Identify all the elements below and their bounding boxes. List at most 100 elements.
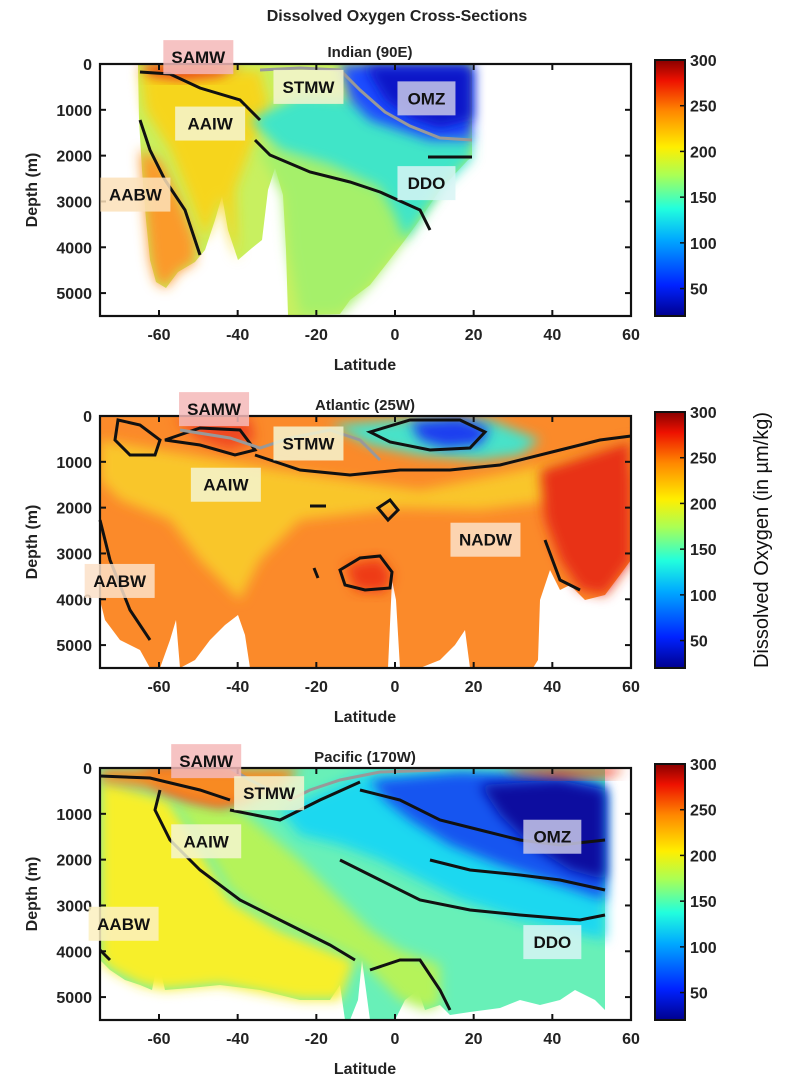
panel-indian: 0 1000 2000 3000 4000 5000 -60 -40 -20 0 20 40 60 I… [24, 40, 640, 374]
water-mass-label: SAMW [179, 752, 234, 771]
colorbar-tick-label: 250 [690, 803, 717, 820]
colorbar-tick-label: 100 [690, 940, 717, 957]
indian-contour-aabw [138, 119, 202, 256]
water-mass-label: SAMW [187, 400, 242, 419]
water-mass-label-box [273, 426, 344, 461]
xtick-label: 0 [391, 327, 400, 344]
colorbar-tick-label: 200 [690, 496, 717, 513]
water-mass-label-box [84, 563, 155, 598]
atlantic-red-east [540, 440, 631, 595]
pacific-yticks: 0 1000 2000 3000 4000 5000 [56, 761, 631, 1007]
colorbar-tick-label: 300 [690, 757, 717, 774]
atlantic-contours [98, 418, 632, 641]
xtick-label: 60 [622, 679, 640, 696]
xtick-label: -20 [305, 327, 328, 344]
figure-title: Dissolved Oxygen Cross-Sections [267, 8, 528, 25]
water-mass-label-box [234, 776, 305, 811]
water-mass-label: AABW [97, 915, 151, 934]
water-mass-label-box [273, 69, 344, 104]
xtick-label: 40 [543, 679, 561, 696]
atlantic-contour-east [543, 539, 581, 592]
water-mass-label: AAIW [203, 476, 249, 495]
ytick-label: 0 [83, 57, 92, 74]
pacific-ylabel: Depth (m) [24, 857, 41, 932]
atlantic-contour-samw [164, 426, 258, 457]
indian-grey-contour [259, 66, 473, 142]
water-mass-label: OMZ [533, 828, 571, 847]
xtick-label: 40 [543, 1031, 561, 1048]
atlantic-contour-dot3 [312, 567, 320, 579]
ytick-label: 5000 [56, 990, 92, 1007]
colorbar-tick-label: 150 [690, 894, 717, 911]
water-mass-label-box [397, 166, 456, 201]
water-mass-label: AABW [93, 572, 147, 591]
pacific-xlabel: Latitude [334, 1061, 396, 1078]
colorbar-tick-label: 50 [690, 282, 708, 299]
ytick-label: 3000 [56, 194, 92, 211]
pacific-yellow-south [100, 780, 355, 1000]
colorbar-tick-label: 50 [690, 986, 708, 1003]
colorbar-tick-label: 300 [690, 53, 717, 70]
colorbar-tick-label: 50 [690, 634, 708, 651]
water-mass-label-box [450, 522, 521, 557]
xtick-label: -40 [226, 679, 249, 696]
xtick-label: 20 [465, 1031, 483, 1048]
atlantic-ylabel: Depth (m) [24, 505, 41, 580]
atlantic-contour-core [338, 554, 394, 592]
colorbar [654, 411, 686, 669]
water-mass-label-box [175, 106, 246, 141]
pacific-contour-deep [369, 958, 452, 1011]
xtick-label: 60 [622, 1031, 640, 1048]
water-mass-label: DDO [408, 174, 446, 193]
xtick-label: -40 [226, 327, 249, 344]
ytick-label: 3000 [56, 898, 92, 915]
atlantic-yticks: 0 1000 2000 3000 4000 5000 [56, 409, 631, 655]
ytick-label: 4000 [56, 240, 92, 257]
ytick-label: 1000 [56, 103, 92, 120]
xtick-label: 0 [391, 679, 400, 696]
water-mass-label: DDO [533, 933, 571, 952]
indian-title: Indian (90E) [327, 44, 412, 61]
atlantic-contour-south [113, 418, 162, 457]
ytick-label: 5000 [56, 286, 92, 303]
colorbars: 300 250 200 150 100 50 300 250 200 150 100 50 300 250… [654, 53, 717, 1021]
water-mass-label: AAIW [184, 832, 230, 851]
pacific-contour-omz2 [429, 858, 606, 892]
xtick-label: 60 [622, 327, 640, 344]
colorbar-tick-label: 200 [690, 144, 717, 161]
water-mass-label: AAIW [187, 115, 233, 134]
pacific-contour-upper [99, 774, 231, 802]
water-mass-label: STMW [282, 78, 335, 97]
water-mass-label-box [397, 81, 456, 116]
xtick-label: -60 [147, 1031, 170, 1048]
atlantic-contour-dot1 [375, 497, 401, 523]
atlantic-xlabel: Latitude [334, 709, 396, 726]
xtick-label: -20 [305, 679, 328, 696]
indian-xlabel: Latitude [334, 357, 396, 374]
atlantic-plot-frame [98, 414, 633, 670]
pacific-contour-aaiw [153, 789, 356, 962]
ytick-label: 1000 [56, 455, 92, 472]
indian-yticks: 0 1000 2000 3000 4000 5000 [56, 57, 631, 303]
water-mass-label-box [523, 819, 582, 854]
xtick-label: 0 [391, 1031, 400, 1048]
colorbar-tick-label: 250 [690, 99, 717, 116]
atlantic-contour-blue [365, 418, 488, 452]
xtick-label: 20 [465, 327, 483, 344]
ytick-label: 4000 [56, 592, 92, 609]
xtick-label: 20 [465, 679, 483, 696]
atlantic-red-core [345, 558, 392, 592]
colorbar [654, 763, 686, 1021]
atlantic-xticks: -60 -40 -20 0 20 40 60 [147, 416, 640, 696]
water-mass-label: OMZ [408, 89, 446, 108]
indian-ylabel: Depth (m) [24, 153, 41, 228]
colorbar-tick-label: 100 [690, 588, 717, 605]
indian-contour-lower [253, 138, 432, 231]
ytick-label: 2000 [56, 149, 92, 166]
ytick-label: 0 [83, 761, 92, 778]
pacific-labels: SAMW STMW OMZ AAIW DDO AABW [88, 744, 582, 960]
colorbar-tick-label: 200 [690, 848, 717, 865]
water-mass-label-box [171, 744, 242, 779]
pacific-section-fill [100, 768, 625, 1020]
